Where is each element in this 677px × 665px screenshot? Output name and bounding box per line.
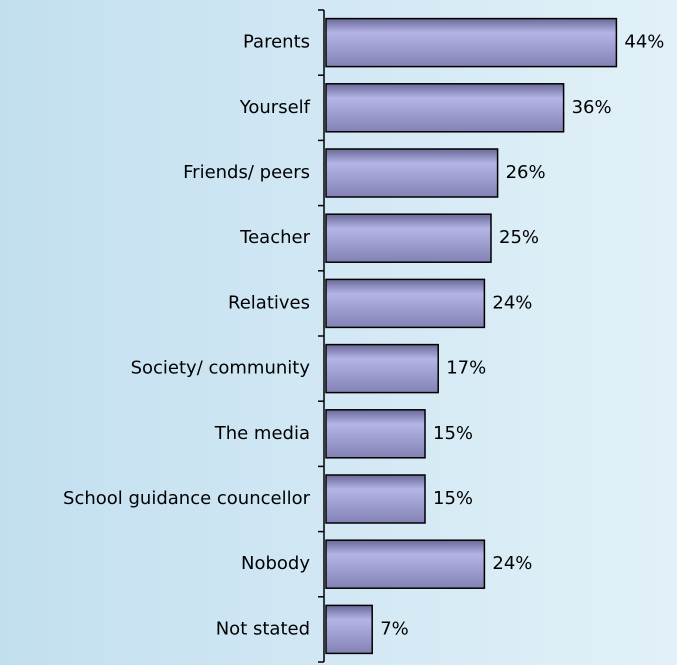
category-label: Relatives (228, 292, 310, 313)
value-label: 15% (433, 423, 473, 444)
category-label: Yourself (239, 97, 311, 118)
category-label: The media (214, 423, 310, 444)
value-label: 24% (492, 292, 532, 313)
category-label: Teacher (239, 227, 310, 248)
bar (325, 83, 565, 133)
value-label: 25% (499, 227, 539, 248)
value-label: 15% (433, 488, 473, 509)
bar (325, 539, 486, 589)
bar (325, 213, 492, 263)
bar (325, 409, 426, 459)
category-label: Nobody (241, 553, 310, 574)
category-label: Not stated (216, 618, 310, 639)
bar (325, 343, 439, 394)
bar (325, 278, 486, 329)
value-label: 36% (572, 97, 612, 118)
bar (325, 148, 499, 198)
value-label: 24% (492, 553, 532, 574)
value-label: 17% (446, 358, 486, 379)
category-label: Parents (243, 32, 310, 53)
category-label: Friends/ peers (183, 162, 310, 183)
value-label: 7% (380, 618, 409, 639)
bar (325, 474, 426, 524)
bar (325, 604, 373, 655)
category-label: Society/ community (131, 358, 311, 379)
value-label: 44% (624, 32, 664, 53)
category-label: School guidance councellor (63, 488, 311, 509)
value-label: 26% (506, 162, 546, 183)
bar (325, 17, 618, 68)
